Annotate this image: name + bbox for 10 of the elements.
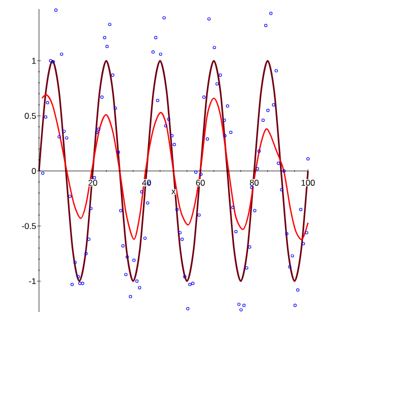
x-tick-label: 80 bbox=[250, 180, 259, 186]
x-tick-label: 60 bbox=[196, 180, 205, 186]
x-tick-label: 20 bbox=[88, 180, 98, 186]
x-tick-label: 100 bbox=[302, 180, 315, 186]
y-tick-label: 0 bbox=[32, 168, 36, 174]
y-tick-label: 1 bbox=[32, 58, 36, 64]
y-tick-label: 0.5 bbox=[24, 112, 36, 119]
y-tick-label: -1 bbox=[29, 278, 36, 284]
y-tick-label: -0.5 bbox=[22, 223, 36, 230]
x-axis-title: x bbox=[171, 190, 176, 194]
